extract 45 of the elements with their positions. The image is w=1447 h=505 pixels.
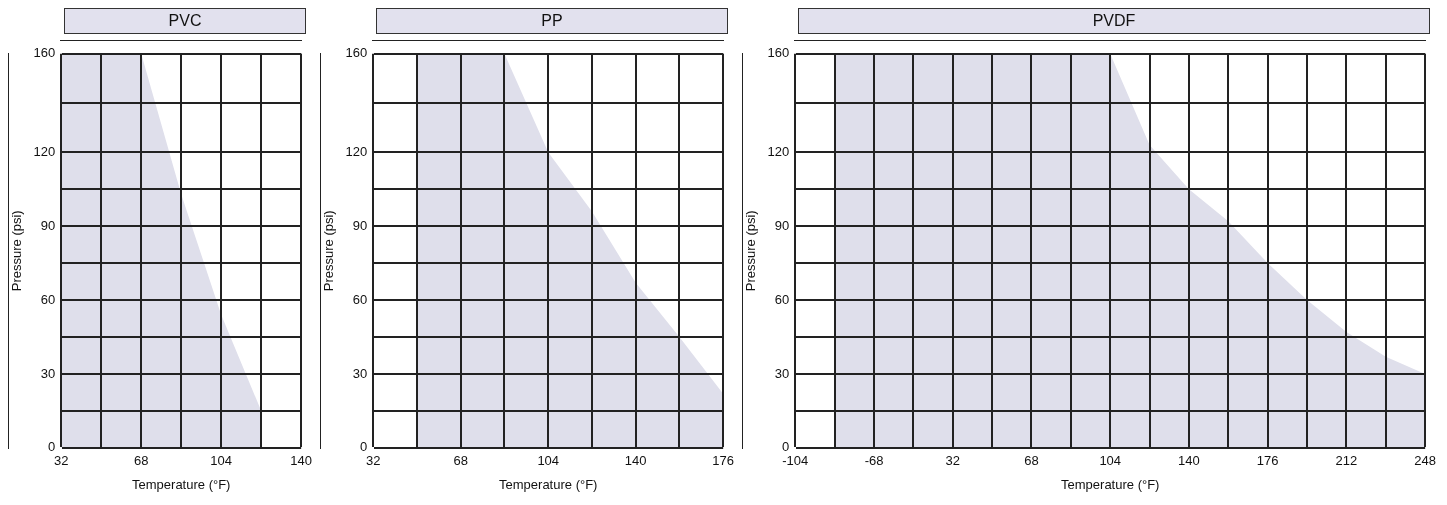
y-axis-title: Pressure (psi) xyxy=(321,210,337,292)
y-tick-label: 60 xyxy=(40,291,56,307)
x-tick-label: 104 xyxy=(537,453,560,469)
y-tick-label: 160 xyxy=(345,45,368,61)
y-tick-label: 30 xyxy=(774,365,790,381)
y-tick-label: 60 xyxy=(774,291,790,307)
x-tick-label: 140 xyxy=(624,453,647,469)
x-tick-label: 32 xyxy=(54,453,69,469)
x-tick-label: 176 xyxy=(1256,453,1279,469)
y-tick-label: 0 xyxy=(48,439,56,455)
x-tick-label: 248 xyxy=(1414,453,1437,469)
y-tick-label: 0 xyxy=(782,439,790,455)
x-tick-label: 32 xyxy=(366,453,381,469)
x-axis-title: Temperature (°F) xyxy=(1061,476,1160,492)
y-tick-label: 0 xyxy=(360,439,368,455)
y-tick-label: 120 xyxy=(33,143,56,159)
x-tick-label: -104 xyxy=(782,453,809,469)
chart-title: PVC xyxy=(64,8,306,34)
y-tick-label: 60 xyxy=(352,291,368,307)
x-tick-label: 68 xyxy=(1024,453,1039,469)
x-tick-label: 140 xyxy=(1178,453,1200,469)
y-tick-label: 90 xyxy=(352,217,368,233)
x-axis-title: Temperature (°F) xyxy=(499,476,598,492)
x-tick-label: 68 xyxy=(453,453,468,469)
y-axis-title: Pressure (psi) xyxy=(743,210,759,292)
x-tick-label: 140 xyxy=(290,453,313,469)
chart-title: PP xyxy=(376,8,728,34)
y-tick-label: 30 xyxy=(352,365,368,381)
x-tick-label: -68 xyxy=(864,453,884,469)
x-tick-label: 68 xyxy=(134,453,149,469)
x-tick-label: 104 xyxy=(210,453,233,469)
y-tick-label: 90 xyxy=(40,217,56,233)
y-axis-title: Pressure (psi) xyxy=(9,210,25,292)
chart-title: PVDF xyxy=(798,8,1430,34)
y-tick-label: 160 xyxy=(767,45,790,61)
x-tick-label: 212 xyxy=(1335,453,1358,469)
x-axis-title: Temperature (°F) xyxy=(132,476,231,492)
x-tick-label: 104 xyxy=(1099,453,1122,469)
x-tick-label: 32 xyxy=(945,453,960,469)
x-tick-label: 176 xyxy=(712,453,735,469)
y-tick-label: 160 xyxy=(33,45,56,61)
y-tick-label: 120 xyxy=(767,143,790,159)
y-tick-label: 90 xyxy=(774,217,790,233)
y-tick-label: 30 xyxy=(40,365,56,381)
y-tick-label: 120 xyxy=(345,143,368,159)
